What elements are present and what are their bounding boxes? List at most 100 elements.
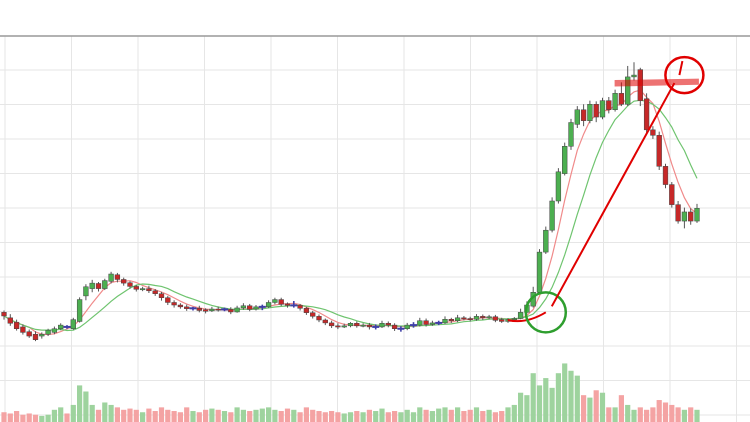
candle-up <box>549 200 555 231</box>
candle-down <box>322 319 328 324</box>
volume-bar <box>518 392 524 422</box>
candle-up <box>536 251 543 293</box>
volume-bar <box>587 397 593 422</box>
volume-bar <box>669 404 675 422</box>
candle-down <box>184 306 190 309</box>
candle-down <box>499 319 505 322</box>
candle-up <box>139 288 146 291</box>
moving-averages <box>3 89 698 336</box>
volume-bar <box>89 404 95 422</box>
candle-down <box>165 297 171 303</box>
candle-up <box>404 324 410 330</box>
candle-up <box>272 299 278 303</box>
volume-bar <box>505 407 511 422</box>
volume-bar <box>102 402 108 422</box>
volume-bar <box>593 390 599 422</box>
volume-bar <box>530 373 536 422</box>
candle-down <box>297 305 303 309</box>
volume-bar <box>581 395 587 422</box>
volume-bar <box>26 413 32 422</box>
volume-bar <box>158 407 165 422</box>
candle-down <box>133 286 139 290</box>
volume-bar <box>599 392 606 422</box>
candle-down <box>656 135 662 167</box>
candle-down <box>146 288 152 292</box>
candle-up <box>517 312 524 319</box>
volume-bar <box>228 412 234 422</box>
candle-down <box>13 321 20 329</box>
annotation-resistance-bar <box>614 78 699 87</box>
gridlines <box>0 36 750 422</box>
volume-bar <box>448 409 454 422</box>
volume-bar <box>221 411 228 422</box>
volume-bar <box>146 408 152 422</box>
candle-up <box>102 280 108 289</box>
candle-up <box>89 282 95 289</box>
candle-down <box>580 109 587 121</box>
volume-bar <box>184 407 190 422</box>
candle-down <box>7 317 13 324</box>
candle-down <box>284 303 291 306</box>
candle-down <box>247 305 253 310</box>
candle-down <box>152 290 158 294</box>
annotation-arrow-line <box>550 82 676 307</box>
volume-bar <box>329 411 335 422</box>
candle-down <box>643 98 650 131</box>
candle-up <box>631 74 637 78</box>
volume-bar <box>656 400 662 422</box>
candle-down <box>391 324 398 330</box>
candle-up <box>555 171 562 202</box>
volume-bar <box>410 412 417 422</box>
volume-bar <box>688 407 694 422</box>
volume-bar <box>316 411 322 422</box>
candle-up <box>83 286 89 297</box>
candle-down <box>675 204 681 222</box>
volume-bar <box>341 413 347 422</box>
volume-bar <box>455 407 461 422</box>
candle-down <box>618 93 625 105</box>
volume-bar <box>39 415 45 422</box>
candle-down <box>202 309 209 312</box>
volume-bar <box>152 411 158 422</box>
candle-down <box>492 316 499 321</box>
candle-down <box>127 282 133 287</box>
candle-down <box>196 308 202 311</box>
volume-bar <box>215 409 221 422</box>
candle-down <box>366 324 373 328</box>
candle-up <box>442 319 448 324</box>
candle-down <box>423 320 429 325</box>
volume-bar <box>291 409 297 422</box>
candle-down <box>480 316 486 319</box>
volume-bar <box>385 412 391 422</box>
candle-down <box>461 317 467 320</box>
candle-up <box>599 100 606 118</box>
volume-bar <box>562 363 568 422</box>
candle-up <box>454 317 461 321</box>
candle-up <box>360 324 366 327</box>
candle-up <box>234 307 240 313</box>
candle-up <box>417 320 423 326</box>
moving-average-slow <box>3 99 698 332</box>
volume-bar <box>379 408 385 422</box>
volume-bar <box>95 409 102 422</box>
moving-average-fast <box>3 89 698 336</box>
volume-bar <box>7 413 13 422</box>
volume-bar <box>480 411 486 422</box>
volume-bar <box>209 408 215 422</box>
volume-bar <box>436 408 442 422</box>
volume-bar <box>644 409 650 422</box>
volume-bar <box>631 409 637 422</box>
candle-down <box>1 312 7 317</box>
volume-bar <box>392 411 398 422</box>
volume-bar <box>310 409 316 422</box>
volume-bar <box>675 407 681 422</box>
volume-bar <box>467 409 473 422</box>
volume-bar <box>486 409 492 422</box>
volume-bar <box>373 411 379 422</box>
candle-down <box>26 331 32 337</box>
candle-up <box>70 319 76 329</box>
volume-bar <box>473 407 480 422</box>
candles <box>1 62 700 342</box>
volume-bar <box>303 407 309 422</box>
